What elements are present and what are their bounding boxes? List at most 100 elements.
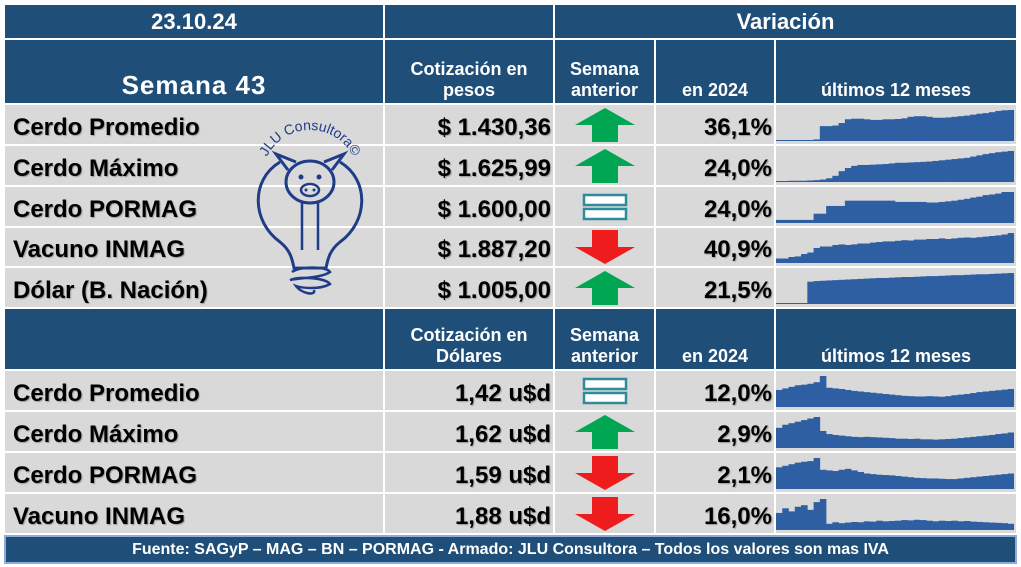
week-label: Semana 43 — [121, 70, 267, 100]
sparkline-bar — [844, 119, 852, 141]
sparkline-bar — [801, 384, 808, 407]
variation-title: Variación — [736, 8, 835, 34]
sparkline-bar — [788, 511, 796, 530]
sparkline-bar — [876, 520, 883, 530]
sparkline-bar — [869, 437, 877, 448]
sparkline-bar — [882, 521, 890, 530]
sparkline-bar — [826, 280, 833, 304]
sparkline-bar — [857, 522, 864, 530]
pesos-row-label: Vacuno INMAG — [4, 227, 384, 267]
sparkline-chart — [776, 233, 1014, 263]
footer-text: Fuente: SAGyP – MAG – BN – PORMAG - Arma… — [132, 540, 889, 558]
sparkline-bar — [851, 390, 858, 407]
sparkline-bar — [813, 382, 821, 407]
sparkline-bar — [938, 396, 946, 407]
trend-indicator — [554, 267, 655, 308]
sparkline-bar — [1007, 273, 1014, 304]
sparkline-bar — [1001, 151, 1009, 182]
sparkline-bar — [813, 213, 821, 223]
sparkline-bar — [951, 200, 958, 223]
sparkline-bar — [920, 396, 927, 407]
col-quote-dollars-label: Cotización en Dólares — [410, 325, 528, 366]
sparkline-bar — [988, 522, 996, 530]
sparkline-bar — [788, 423, 796, 448]
sparkline-bar — [838, 279, 846, 304]
sparkline-bar — [888, 475, 896, 489]
sparkline-bar — [826, 246, 833, 263]
sparkline-bar — [988, 273, 996, 304]
sparkline-bar — [801, 461, 808, 489]
col-prev-week-label: Semana anterior — [569, 59, 640, 100]
sparkline-bar — [913, 116, 921, 141]
sparkline-bar — [995, 152, 1002, 182]
sparkline-bar — [794, 385, 802, 407]
sparkline-bar — [970, 114, 977, 141]
col-in-2024: en 2024 — [655, 39, 775, 104]
sparkline-bar — [851, 470, 858, 489]
sparkline-bar — [844, 436, 852, 448]
sparkline-bar — [907, 520, 915, 530]
sparkline-bar — [932, 239, 940, 263]
sparkline-bar — [1001, 523, 1009, 530]
sparkline-bar — [926, 520, 933, 530]
sparkline-bar — [995, 434, 1002, 448]
sparkline-bar — [957, 199, 965, 223]
sparkline-chart — [776, 458, 1014, 489]
sparkline-bar — [857, 391, 864, 407]
sparkline-bar — [976, 155, 983, 182]
sparkline-bar — [888, 277, 896, 304]
sparkline-bar — [832, 522, 839, 530]
sparkline-bar — [876, 200, 883, 223]
sparkline-bar — [995, 522, 1002, 530]
sparkline-bar — [982, 435, 990, 448]
sparkline-bar — [838, 244, 846, 263]
sparkline-bar — [901, 277, 908, 304]
sparkline-bar — [963, 274, 971, 304]
trend-indicator — [554, 186, 655, 227]
sparkline-bar — [895, 118, 902, 141]
sparkline-bar — [863, 243, 871, 263]
sparkline — [775, 452, 1017, 493]
sparkline-bar — [857, 164, 864, 182]
sparkline-bar — [813, 417, 821, 448]
sparkline-bar — [988, 153, 996, 182]
sparkline-bar — [945, 521, 952, 530]
sparkline-bar — [782, 303, 789, 304]
pesos-row-label: Cerdo Promedio — [4, 104, 384, 145]
sparkline-bar — [801, 254, 808, 263]
sparkline-bar — [876, 277, 883, 304]
sparkline-bar — [788, 180, 796, 182]
sparkline-bar — [932, 521, 940, 530]
col-last-12-label: últimos 12 meses — [820, 80, 972, 100]
sparkline-bar — [988, 112, 996, 141]
sparkline-bar — [957, 394, 965, 407]
sparkline-bar — [776, 303, 783, 304]
sparkline-bar — [782, 140, 789, 141]
sparkline-bar — [938, 478, 946, 489]
row-label-text: Cerdo PORMAG — [13, 196, 198, 223]
sparkline-bar — [1007, 523, 1014, 530]
sparkline-bar — [807, 509, 814, 530]
row-label-text: Cerdo Promedio — [13, 114, 200, 141]
sparkline-bar — [970, 393, 977, 407]
sparkline-bar — [945, 439, 952, 448]
sparkline-bar — [907, 396, 915, 407]
sparkline-bar — [788, 303, 796, 304]
sparkline-bar — [782, 508, 789, 530]
sparkline-bar — [819, 179, 827, 182]
sparkline-bar — [807, 383, 814, 407]
sparkline-bar — [932, 202, 940, 223]
sparkline-bar — [776, 427, 783, 448]
dollar-row-pct: 2,1% — [655, 452, 775, 493]
sparkline-bar — [976, 436, 983, 448]
sparkline-bar — [863, 521, 871, 530]
sparkline-bar — [970, 197, 977, 223]
sparkline-bar — [1007, 151, 1014, 182]
row-label-text: Cerdo Promedio — [13, 380, 200, 407]
sparkline-bar — [907, 439, 915, 448]
sparkline-bar — [1001, 234, 1009, 263]
sparkline-bar — [851, 279, 858, 304]
sparkline-chart — [776, 110, 1014, 141]
sparkline-bar — [982, 113, 990, 141]
sparkline-bar — [963, 157, 971, 182]
